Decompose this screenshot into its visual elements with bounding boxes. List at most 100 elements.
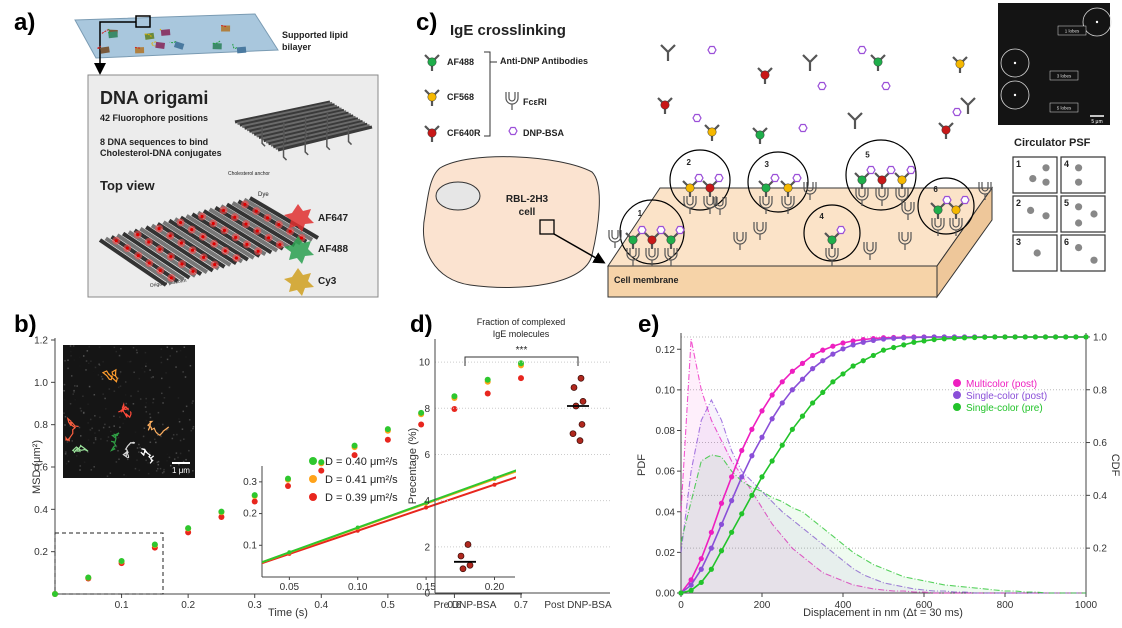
cdf-marker	[891, 336, 896, 341]
noise	[128, 410, 130, 412]
noise	[156, 470, 158, 472]
cdf-marker	[1023, 334, 1028, 339]
noise	[94, 464, 96, 466]
inset-point	[903, 330, 907, 334]
noise	[120, 371, 122, 373]
cdf-marker	[810, 353, 815, 358]
noise	[72, 440, 74, 442]
noise	[189, 419, 191, 421]
dnp-bsa	[953, 109, 961, 116]
inset-point	[219, 575, 223, 579]
dnp-bsa	[657, 227, 665, 234]
cdf-marker	[830, 344, 835, 349]
point	[577, 438, 583, 444]
legend-label: D = 0.40 μm²/s	[325, 456, 398, 468]
inset-point	[766, 390, 770, 394]
point	[485, 377, 491, 383]
noise	[95, 367, 97, 369]
noise	[84, 461, 86, 463]
x-tick-label: 800	[997, 600, 1014, 611]
legend-text: CF640R	[447, 128, 481, 138]
point	[451, 393, 457, 399]
noise	[176, 351, 178, 353]
cdf-marker	[780, 443, 785, 448]
cluster-number: 1	[638, 209, 643, 218]
inset-label: 1 lobes	[1065, 29, 1080, 34]
noise	[193, 426, 195, 428]
dye-name: AF647	[318, 213, 348, 224]
point	[418, 410, 424, 416]
noise	[119, 416, 121, 418]
noise	[140, 398, 142, 400]
noise	[182, 371, 184, 373]
dye	[234, 236, 237, 239]
noise	[127, 361, 129, 363]
cdf-marker	[820, 390, 825, 395]
cdf-marker	[891, 345, 896, 350]
noise	[136, 349, 138, 351]
noise	[180, 350, 182, 352]
noise	[161, 378, 163, 380]
inset-point	[766, 379, 770, 383]
noise	[63, 390, 65, 392]
point	[318, 459, 324, 465]
psf-dot	[1075, 244, 1082, 251]
cdf-marker	[800, 377, 805, 382]
noise	[87, 422, 89, 424]
y2-tick-label: 1.0	[1093, 332, 1107, 343]
noise	[87, 451, 89, 453]
noise	[145, 406, 147, 408]
inset-point	[629, 436, 633, 440]
noise	[109, 388, 111, 390]
y-tick-label: 0.8	[34, 420, 48, 431]
psf-dot	[1075, 219, 1082, 226]
dye	[257, 250, 260, 253]
cdf-marker	[719, 548, 724, 553]
panel-label: a)	[14, 9, 35, 36]
noise	[79, 427, 81, 429]
legend-label: Single-color (pre)	[966, 403, 1043, 414]
noise	[67, 441, 69, 443]
fluorophore	[956, 60, 964, 68]
x-tick-label: 0.3	[248, 600, 262, 611]
noise	[103, 466, 105, 468]
y-tick-label: 0.06	[656, 467, 676, 478]
noise	[67, 359, 69, 361]
noise	[163, 470, 165, 472]
cdf-marker	[699, 567, 704, 572]
y-tick-label: 0	[424, 589, 430, 600]
noise	[116, 461, 118, 463]
noise	[138, 468, 140, 470]
fluorophore	[874, 58, 882, 66]
y-tick-label: 0.02	[656, 548, 676, 559]
cdf-marker	[780, 400, 785, 405]
point	[579, 421, 585, 427]
fluorophore	[762, 184, 770, 192]
psf-number: 5	[1064, 198, 1069, 208]
cell-label: cell	[519, 207, 536, 218]
origami-tile	[237, 47, 246, 54]
noise	[114, 390, 116, 392]
legend-marker	[953, 403, 961, 411]
noise	[63, 412, 65, 414]
noise	[100, 438, 102, 440]
noise	[90, 419, 92, 421]
noise	[65, 451, 67, 453]
origami-tile	[155, 42, 165, 49]
noise	[89, 386, 91, 388]
noise	[86, 360, 88, 362]
inset-point	[561, 460, 565, 464]
cluster-number: 2	[687, 158, 692, 167]
cdf-marker	[739, 474, 744, 479]
noise	[166, 454, 168, 456]
noise	[69, 425, 71, 427]
noise	[151, 377, 153, 379]
antibody	[661, 45, 675, 61]
legend-label: D = 0.39 μm²/s	[325, 492, 398, 504]
point	[467, 562, 473, 568]
dye	[222, 209, 225, 212]
dye-label: Dye	[258, 192, 269, 198]
noise	[94, 394, 96, 396]
point	[485, 391, 491, 397]
point	[252, 499, 258, 505]
